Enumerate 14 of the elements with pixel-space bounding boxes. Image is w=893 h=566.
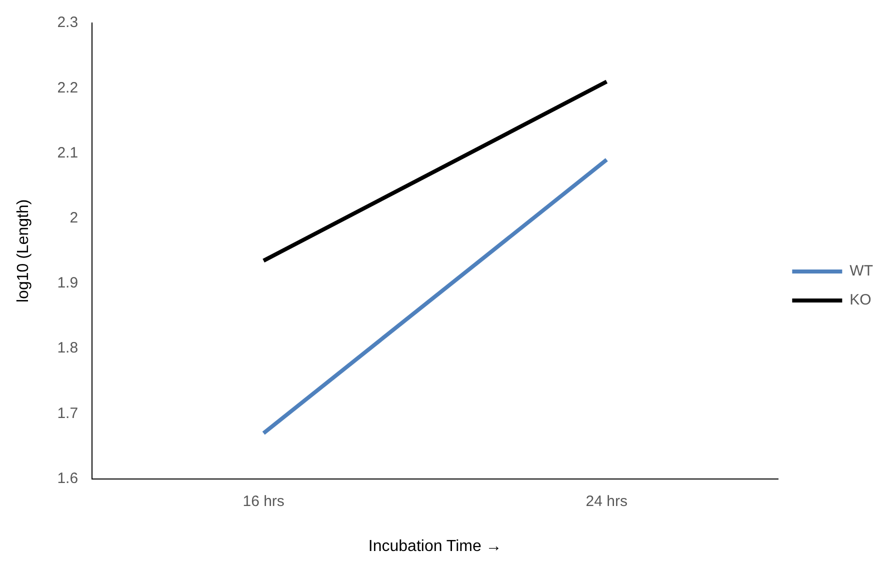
y-tick-label: 1.8 bbox=[57, 340, 78, 357]
x-tick-label: 24 hrs bbox=[586, 492, 628, 510]
y-tick-label: 2.1 bbox=[57, 144, 78, 162]
legend-label: KO bbox=[850, 292, 872, 309]
y-tick-label: 2.2 bbox=[57, 79, 78, 96]
x-axis-title: Incubation Time → bbox=[368, 538, 502, 555]
y-tick-label: 2.3 bbox=[57, 14, 78, 32]
x-tick-label: 16 hrs bbox=[242, 492, 284, 510]
legend-label: WT bbox=[850, 262, 874, 280]
y-axis-title: log10 (Length) bbox=[15, 199, 32, 302]
y-tick-label: 1.6 bbox=[57, 470, 78, 487]
y-tick-label: 2 bbox=[70, 209, 78, 226]
y-tick-label: 1.7 bbox=[57, 404, 78, 422]
y-tick-label: 1.9 bbox=[57, 274, 78, 292]
